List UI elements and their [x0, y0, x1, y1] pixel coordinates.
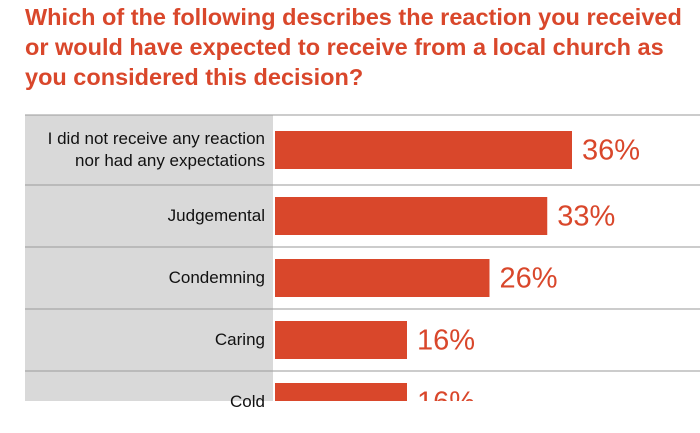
category-label: Caring: [214, 330, 265, 349]
category-label: Judgemental: [167, 206, 265, 225]
category-label: Condemning: [168, 268, 265, 287]
chart: 36% 33% 26% 16% 16%: [25, 114, 700, 401]
bar: [275, 383, 407, 401]
value-label: 33%: [557, 201, 615, 233]
value-label: 16%: [417, 325, 475, 357]
bar: [275, 259, 490, 297]
chart-title: Which of the following describes the rea…: [25, 4, 682, 90]
bar: [275, 321, 407, 359]
label-panel: [25, 115, 273, 401]
page: Which of the following describes the rea…: [25, 4, 700, 411]
value-label: 26%: [500, 263, 558, 295]
value-label: 36%: [582, 135, 640, 167]
value-label: 16%: [417, 387, 475, 401]
bar: [275, 131, 572, 169]
bar: [275, 197, 548, 235]
category-label: I did not receive any reaction nor had a…: [47, 129, 265, 170]
category-label: Cold: [230, 392, 265, 411]
